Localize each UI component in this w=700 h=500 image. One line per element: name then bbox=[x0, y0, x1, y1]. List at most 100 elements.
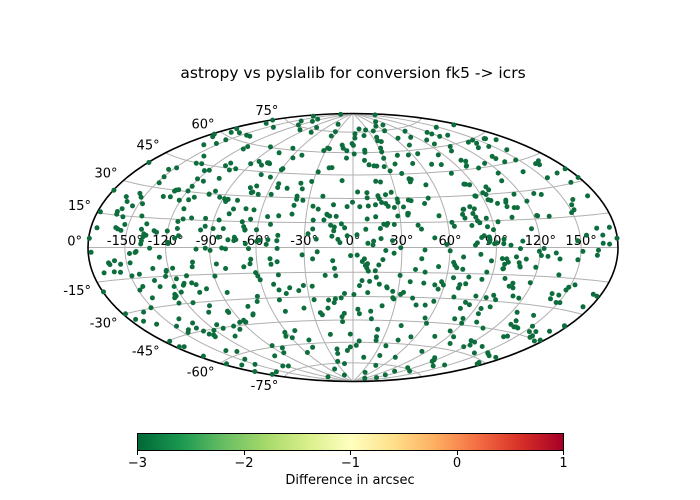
data-point bbox=[201, 153, 207, 159]
data-point bbox=[331, 228, 337, 234]
data-point bbox=[391, 222, 397, 227]
data-point bbox=[274, 246, 280, 251]
data-point bbox=[157, 284, 163, 290]
data-point bbox=[421, 280, 427, 286]
data-point bbox=[376, 281, 382, 287]
data-point bbox=[529, 226, 534, 232]
data-point bbox=[331, 300, 337, 306]
data-point bbox=[480, 325, 486, 331]
data-point bbox=[437, 133, 443, 139]
lat-tick-label: 75° bbox=[255, 104, 278, 119]
data-point bbox=[495, 170, 501, 176]
data-point bbox=[237, 326, 243, 332]
data-point bbox=[351, 151, 357, 157]
data-point bbox=[460, 266, 466, 272]
data-point bbox=[111, 187, 117, 193]
data-point bbox=[274, 238, 280, 244]
data-point bbox=[191, 194, 197, 200]
data-point bbox=[501, 241, 507, 247]
data-point bbox=[330, 258, 336, 264]
data-point bbox=[269, 371, 275, 377]
data-point bbox=[141, 318, 146, 324]
map-outline bbox=[87, 112, 619, 383]
data-point bbox=[139, 213, 145, 219]
data-point bbox=[380, 257, 386, 263]
lat-tick-label: -45° bbox=[132, 344, 160, 359]
data-point bbox=[223, 163, 228, 169]
data-point bbox=[533, 264, 539, 270]
data-point bbox=[466, 302, 472, 308]
data-point bbox=[476, 360, 482, 365]
data-point bbox=[491, 227, 496, 233]
data-point bbox=[466, 274, 472, 280]
data-point bbox=[268, 144, 273, 150]
data-point bbox=[178, 289, 184, 295]
data-point bbox=[362, 369, 368, 375]
data-point bbox=[363, 127, 369, 133]
data-point bbox=[475, 145, 481, 151]
data-point bbox=[373, 123, 379, 129]
data-point bbox=[350, 142, 356, 148]
data-point bbox=[483, 215, 489, 221]
data-point bbox=[405, 365, 411, 371]
lon-tick-label: 0° bbox=[346, 234, 361, 249]
data-point bbox=[362, 375, 368, 381]
data-point bbox=[368, 316, 374, 322]
data-point bbox=[457, 305, 463, 311]
data-point bbox=[298, 118, 304, 124]
data-point bbox=[334, 346, 340, 352]
data-point bbox=[419, 256, 425, 262]
data-point bbox=[213, 141, 219, 146]
data-point bbox=[451, 294, 457, 300]
data-point bbox=[165, 239, 171, 245]
data-point bbox=[594, 252, 600, 258]
data-point bbox=[139, 226, 144, 232]
data-point bbox=[174, 226, 180, 231]
data-point bbox=[310, 256, 316, 262]
data-point bbox=[122, 222, 128, 227]
data-point bbox=[580, 248, 586, 254]
data-point bbox=[199, 161, 205, 167]
data-point bbox=[296, 288, 302, 294]
data-point bbox=[451, 275, 456, 281]
data-point bbox=[141, 309, 147, 315]
data-point bbox=[299, 152, 305, 158]
data-point bbox=[224, 290, 230, 295]
data-point bbox=[245, 144, 251, 150]
data-point bbox=[422, 302, 428, 308]
data-point bbox=[408, 134, 414, 140]
data-point bbox=[138, 194, 144, 200]
data-point bbox=[422, 201, 428, 206]
data-point bbox=[600, 240, 606, 246]
data-point bbox=[310, 217, 316, 223]
colorbar-gradient bbox=[137, 433, 564, 451]
data-point bbox=[202, 223, 208, 229]
data-point bbox=[413, 302, 419, 308]
data-point bbox=[244, 132, 250, 138]
data-point bbox=[206, 167, 212, 173]
data-point bbox=[210, 226, 216, 232]
data-point bbox=[290, 145, 296, 151]
data-point bbox=[495, 200, 500, 206]
data-point bbox=[447, 144, 453, 149]
data-point bbox=[299, 252, 305, 258]
data-point bbox=[332, 265, 337, 271]
plot-title: astropy vs pyslalib for conversion fk5 -… bbox=[180, 64, 526, 82]
data-point bbox=[405, 212, 411, 218]
data-point bbox=[220, 325, 226, 331]
data-point bbox=[486, 144, 492, 149]
data-point bbox=[531, 191, 537, 196]
data-point bbox=[298, 180, 304, 186]
data-point bbox=[309, 283, 315, 289]
data-point bbox=[431, 141, 437, 147]
data-point bbox=[86, 235, 92, 241]
data-point bbox=[458, 157, 464, 163]
data-point bbox=[433, 124, 439, 130]
data-point bbox=[383, 343, 389, 349]
data-point bbox=[429, 358, 435, 364]
data-point bbox=[451, 122, 457, 128]
data-point bbox=[206, 309, 212, 315]
data-point bbox=[398, 323, 404, 329]
lat-tick-label: 60° bbox=[191, 118, 214, 133]
